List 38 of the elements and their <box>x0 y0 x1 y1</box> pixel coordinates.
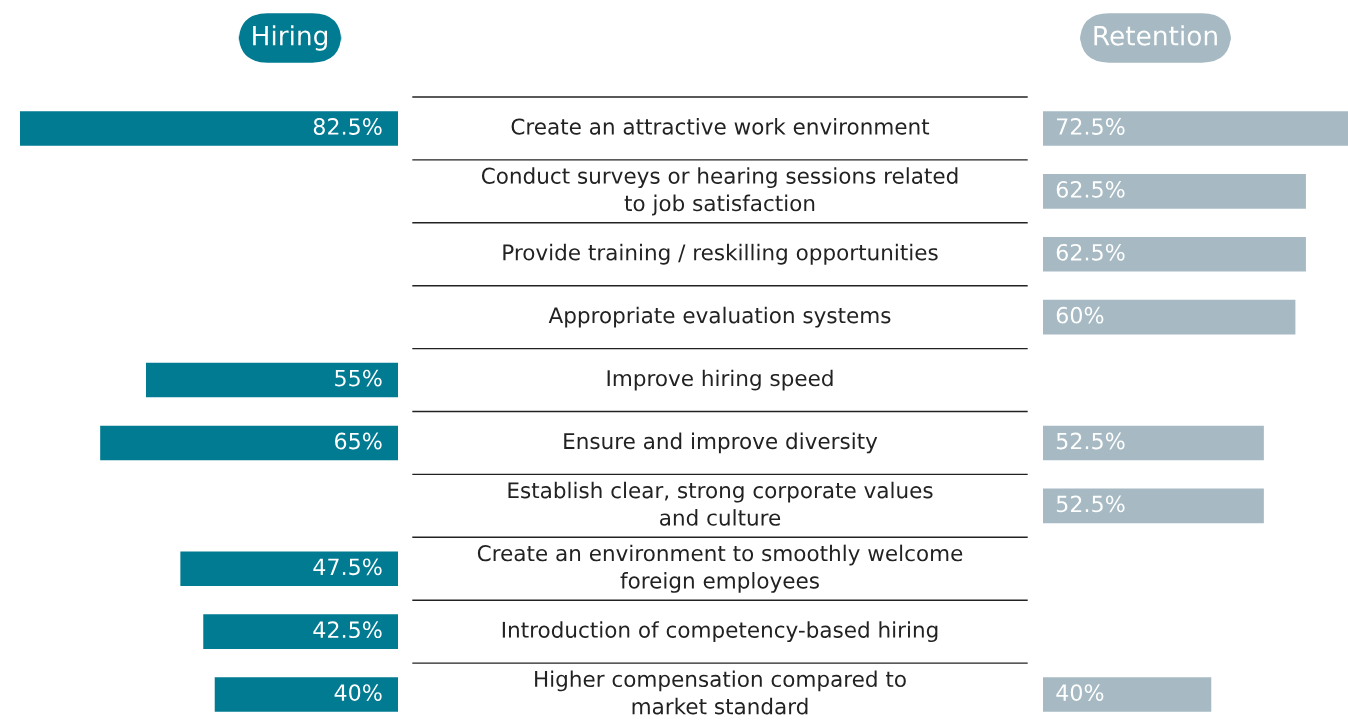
bar <box>146 362 398 398</box>
data-label: 47.5% <box>313 558 382 576</box>
category-label: Establish clear, strong corporate values and culture <box>508 481 933 526</box>
category-label: Create an attractive work environment <box>511 118 930 135</box>
bar <box>1043 299 1296 335</box>
bar <box>1043 236 1306 272</box>
bar <box>100 425 398 461</box>
chart-title: Retention <box>1094 25 1217 46</box>
category-label: Conduct surveys or hearing sessions related to job satisfaction <box>481 167 958 216</box>
data-label: 62.5% <box>1056 243 1125 261</box>
category-label: Appropriate evaluation systems <box>548 306 891 328</box>
data-label: 40% <box>1056 684 1104 701</box>
category-label: Introduction of competency-based hiring <box>502 621 938 643</box>
data-label: 62.5% <box>1056 180 1125 198</box>
bar <box>1043 677 1212 712</box>
data-label: 42.5% <box>313 621 382 639</box>
bar <box>180 551 398 587</box>
category-label: Ensure and improve diversity <box>564 432 878 454</box>
data-label: 52.5% <box>1056 495 1125 513</box>
data-label: 52.5% <box>1056 432 1125 450</box>
bar <box>1043 111 1348 146</box>
data-label: 65% <box>335 432 382 450</box>
chart-title: Hiring <box>253 25 328 51</box>
category-label: Create an environment to smoothly welcome foreign employees <box>477 544 963 593</box>
data-label: 82.5% <box>313 118 382 135</box>
bar <box>1043 174 1306 209</box>
category-label: Provide training / reskilling opportunities <box>503 243 938 265</box>
bar <box>203 614 398 649</box>
category-label: Improve hiring speed <box>607 369 833 391</box>
data-label: 60% <box>1056 306 1104 324</box>
bar <box>1043 488 1264 524</box>
bar <box>20 111 398 146</box>
bar <box>1043 425 1264 461</box>
bar <box>214 677 398 712</box>
data-label: 40% <box>334 684 382 701</box>
category-label: Higher compensation compared to market standard <box>535 670 906 715</box>
data-label: 55% <box>335 369 382 387</box>
data-label: 72.5% <box>1057 118 1125 135</box>
